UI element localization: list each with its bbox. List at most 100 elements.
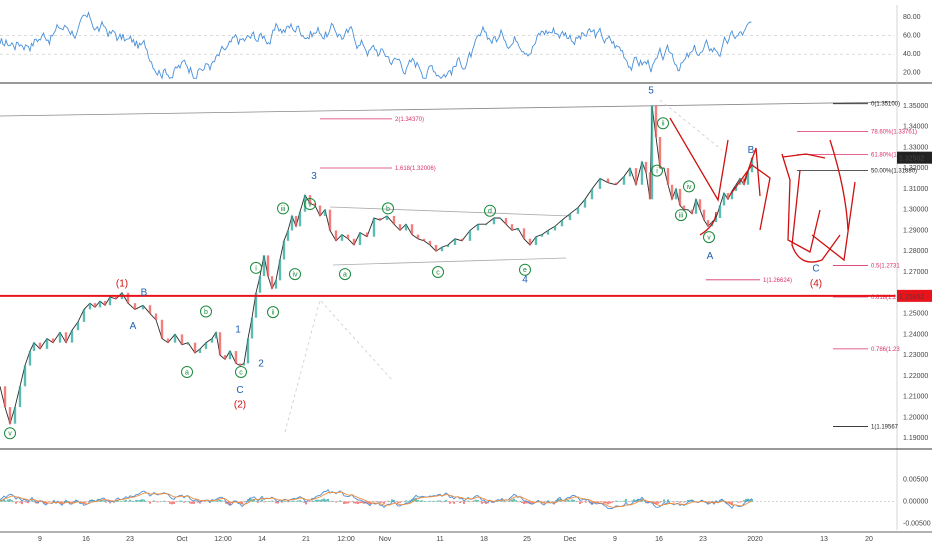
hand-drawn-annotation (791, 169, 841, 263)
time-tick-label: Oct (177, 536, 188, 543)
candle-body (133, 303, 137, 310)
time-tick-label: Nov (379, 536, 392, 543)
fib-level-label: 0.786(1.23 (871, 347, 900, 353)
candle-body (210, 338, 214, 343)
candle-body (498, 217, 502, 219)
candle-body (223, 355, 227, 360)
wave-label-primary: (1) (116, 279, 128, 290)
histogram-bar (69, 501, 71, 503)
candle-body (644, 161, 648, 173)
histogram-bar (81, 501, 83, 503)
histogram-bar (591, 501, 593, 505)
histogram-bar (261, 499, 263, 502)
histogram-bar (143, 499, 145, 502)
wave-label-intermediate: B (141, 288, 148, 299)
candle-body (250, 317, 254, 339)
candle-body (398, 224, 402, 231)
histogram-bar (179, 500, 181, 502)
candle-body (654, 105, 658, 137)
histogram-bar (355, 501, 357, 504)
hand-drawn-annotation (729, 164, 771, 231)
wave-label-minor: v (707, 235, 711, 242)
histogram-bar (245, 500, 247, 502)
time-tick-label: 13 (820, 536, 828, 543)
histogram-bar (397, 501, 399, 504)
wave-label-circle (235, 365, 247, 378)
osc-tick-label: 0.00000 (903, 499, 928, 506)
candle-body (308, 195, 312, 204)
histogram-bar (413, 498, 415, 502)
histogram-bar (731, 501, 733, 505)
histogram-bar (381, 501, 383, 503)
price-tick-label: 1.22000 (903, 373, 928, 380)
histogram-bar (321, 499, 323, 502)
price-tick-label: 1.20000 (903, 414, 928, 421)
price-tick-label: 1.29000 (903, 227, 928, 234)
hand-drawn-annotation (669, 117, 729, 202)
candle-body (650, 105, 654, 200)
histogram-bar (513, 498, 515, 502)
histogram-bar (711, 500, 713, 502)
histogram-bar (459, 501, 461, 503)
histogram-bar (501, 500, 503, 502)
candle-body (274, 280, 278, 289)
support-price-label: 1.25852 (899, 294, 924, 301)
histogram-bar (623, 500, 625, 502)
candle-body (3, 386, 7, 408)
histogram-bar (171, 501, 173, 505)
wave-label-intermediate: B (748, 145, 755, 156)
time-axis: 9 16 23 Oct 12:00 14 21 12:00 Nov 11 18 25 Dec 9 16 23 2… (0, 531, 932, 543)
histogram-bar (257, 501, 259, 503)
histogram-bar (429, 500, 431, 502)
time-tick-label: 11 (436, 536, 443, 543)
histogram-bar (657, 501, 659, 504)
histogram-bar (743, 500, 745, 502)
rsi-panel: 80.00 60.00 40.00 20.00 (0, 5, 932, 530)
candle-body (492, 217, 496, 225)
fib-level-label: 2(1.34370) (395, 117, 424, 123)
trend-line (0, 101, 896, 117)
time-tick-label: 12:00 (214, 536, 232, 543)
histogram-bar (15, 501, 17, 504)
candle-body (32, 342, 36, 351)
candle-body (254, 292, 258, 318)
candle-body (658, 136, 662, 169)
histogram-bar (345, 501, 347, 504)
histogram-bar (609, 501, 611, 504)
histogram-bar (89, 499, 91, 502)
candle-body (193, 342, 197, 354)
candle-body (698, 199, 702, 210)
histogram-bar (679, 501, 681, 503)
wave-label-minor: c (239, 369, 243, 376)
histogram-bar (163, 500, 165, 502)
histogram-bar (85, 501, 87, 503)
candle-body (372, 217, 376, 237)
time-tick-label: 23 (126, 536, 134, 543)
histogram-bar (187, 501, 189, 502)
histogram-bar (663, 499, 665, 502)
histogram-bar (579, 501, 581, 505)
candle-body (648, 172, 652, 200)
wave-label-intermediate: 4 (522, 274, 528, 285)
histogram-bar (449, 501, 451, 504)
price-tick-label: 1.24000 (903, 331, 928, 338)
histogram-bar (3, 498, 5, 502)
candle-body (453, 238, 457, 245)
wave-label-minor: a (343, 272, 347, 279)
wave-label-circle (304, 198, 316, 211)
candle-body (318, 205, 322, 216)
candle-body (722, 193, 726, 206)
histogram-bar (303, 501, 305, 503)
histogram-bar (271, 500, 273, 502)
histogram-bar (319, 500, 321, 502)
histogram-bar (313, 500, 315, 502)
histogram-bar (379, 501, 381, 504)
wave-label-intermediate: 1 (235, 324, 241, 335)
histogram-bar (463, 501, 465, 505)
time-tick-label: Dec (564, 536, 577, 543)
histogram-bar (327, 498, 329, 502)
candle-body (694, 199, 698, 214)
hand-drawn-annotation (699, 211, 717, 236)
